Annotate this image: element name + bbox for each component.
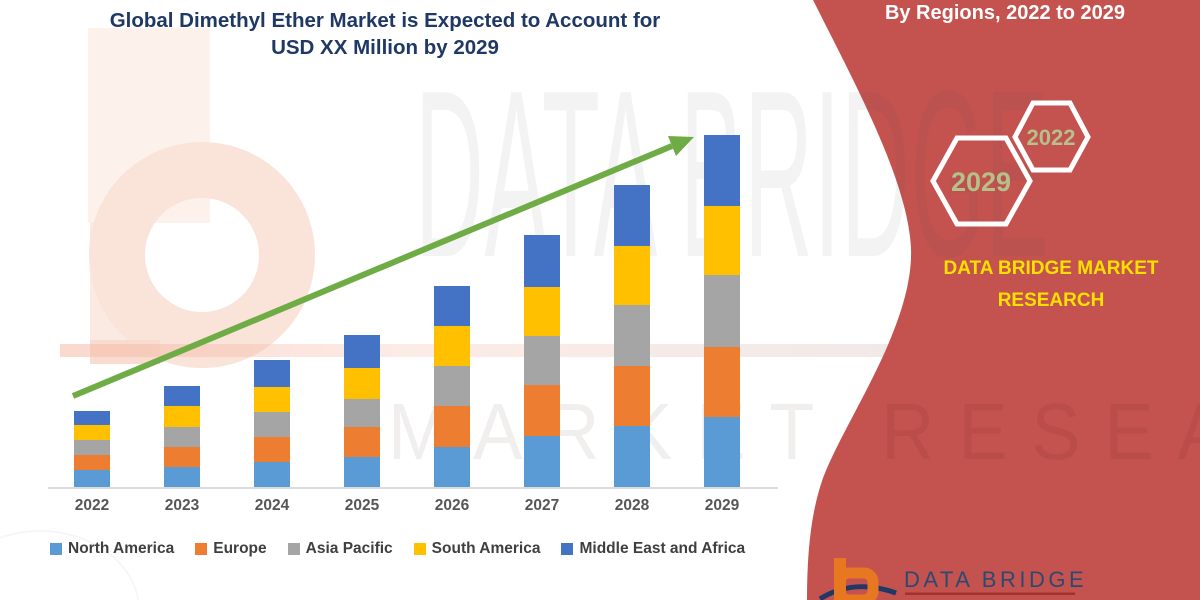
footer-logo-b-icon	[818, 558, 897, 600]
bar-segment-2029-north-america	[704, 417, 740, 487]
bar-2022	[74, 411, 110, 487]
footer-logo-name: DATA BRIDGE	[904, 567, 1087, 592]
bar-segment-2022-asia-pacific	[74, 440, 110, 455]
bar-segment-2029-europe	[704, 347, 740, 417]
bar-segment-2027-south-america	[524, 287, 560, 336]
category-label-2027: 2027	[524, 497, 560, 514]
chart-plot-area: 2022 2023 2024 2025 2026 2027 2028 2029	[74, 135, 740, 514]
category-label-2026: 2026	[434, 497, 470, 514]
legend-label: Europe	[213, 540, 267, 557]
hexagon-2029-label: 2029	[951, 167, 1011, 197]
legend-label: South America	[431, 540, 541, 557]
bar-2024	[254, 360, 290, 487]
bar-segment-2022-south-america	[74, 425, 110, 440]
x-axis-baseline	[48, 487, 778, 489]
legend-item-asia-pacific: Asia Pacific	[287, 540, 393, 558]
bar-segment-2028-north-america	[614, 426, 650, 487]
hexagon-2029	[930, 135, 1033, 227]
bar-segment-2023-middle-east-and-africa	[164, 386, 200, 406]
chart-title-line2: USD XX Million by 2029	[271, 36, 499, 59]
bar-2025	[344, 335, 380, 487]
legend-swatch	[561, 543, 574, 555]
legend-item-north-america: North America	[50, 540, 174, 558]
bar-segment-2023-europe	[164, 447, 200, 467]
bar-segment-2026-asia-pacific	[434, 366, 470, 406]
chart-title-line1: Global Dimethyl Ether Market is Expected…	[109, 9, 661, 32]
bar-segment-2029-south-america	[704, 206, 740, 275]
brand-text-line1: DATA BRIDGE MARKET	[943, 258, 1159, 279]
bar-segment-2028-south-america	[614, 246, 650, 305]
footer-logo-rule	[905, 592, 1075, 595]
bar-segment-2025-south-america	[344, 368, 380, 399]
legend-item-south-america: South America	[413, 540, 541, 558]
legend-label: North America	[68, 540, 175, 557]
bar-segment-2024-asia-pacific	[254, 412, 290, 437]
bar-segment-2026-middle-east-and-africa	[434, 286, 470, 326]
bar-segment-2026-europe	[434, 406, 470, 447]
hexagon-2022-label: 2022	[1027, 125, 1076, 150]
bar-segment-2026-north-america	[434, 447, 470, 487]
brand-text-line2: RESEARCH	[997, 290, 1105, 311]
legend-label: Asia Pacific	[305, 540, 393, 557]
chart-legend: North America Europe Asia Pacific South Ame…	[50, 540, 745, 558]
bar-segment-2023-asia-pacific	[164, 427, 200, 447]
bar-segment-2025-north-america	[344, 457, 380, 487]
category-label-2022: 2022	[74, 497, 110, 514]
legend-item-middle-east-and-africa: Middle East and Africa	[561, 540, 745, 558]
bar-segment-2022-middle-east-and-africa	[74, 411, 110, 425]
bar-segment-2025-asia-pacific	[344, 399, 380, 427]
bar-segment-2022-europe	[74, 455, 110, 470]
category-label-2024: 2024	[254, 497, 290, 514]
bar-segment-2029-middle-east-and-africa	[704, 135, 740, 206]
bar-segment-2023-north-america	[164, 467, 200, 487]
bar-2028	[614, 185, 650, 487]
hexagon-2022	[1012, 100, 1091, 173]
bar-segment-2023-south-america	[164, 406, 200, 427]
legend-item-europe: Europe	[195, 540, 267, 558]
year-hexagons: 2029 2022	[930, 100, 1091, 227]
bar-segment-2024-north-america	[254, 462, 290, 487]
legend-swatch	[287, 543, 300, 555]
category-label-2028: 2028	[614, 497, 650, 514]
bar-segment-2024-middle-east-and-africa	[254, 360, 290, 387]
category-label-2025: 2025	[344, 497, 380, 514]
bar-2029	[704, 135, 740, 487]
chart-title: Global Dimethyl Ether Market is Expected…	[30, 7, 740, 61]
bar-segment-2025-europe	[344, 427, 380, 457]
panel-heading: By Regions, 2022 to 2029	[884, 2, 1126, 24]
bar-segment-2025-middle-east-and-africa	[344, 335, 380, 368]
legend-swatch	[50, 543, 62, 555]
legend-label: Middle East and Africa	[579, 540, 746, 557]
bar-segment-2027-middle-east-and-africa	[524, 235, 560, 287]
bar-2026	[434, 286, 470, 487]
footer-logo-sub: MARKET RESEARCH	[906, 598, 1108, 600]
footer-logo: DATA BRIDGE MARKET RESEARCH	[818, 558, 1108, 600]
bar-segment-2022-north-america	[74, 470, 110, 487]
bar-segment-2027-europe	[524, 385, 560, 436]
bar-segment-2026-south-america	[434, 326, 470, 366]
bar-2023	[164, 386, 200, 487]
category-label-2023: 2023	[164, 497, 200, 514]
bar-segment-2028-middle-east-and-africa	[614, 185, 650, 246]
bar-2027	[524, 235, 560, 487]
bar-segment-2024-europe	[254, 437, 290, 462]
brand-text: DATA BRIDGE MARKET RESEARCH	[920, 253, 1182, 317]
bar-segment-2028-europe	[614, 366, 650, 426]
bar-segment-2028-asia-pacific	[614, 305, 650, 366]
category-label-2029: 2029	[704, 497, 740, 514]
bar-segment-2027-north-america	[524, 436, 560, 487]
legend-swatch	[413, 543, 426, 555]
bar-segment-2029-asia-pacific	[704, 275, 740, 347]
bar-segment-2024-south-america	[254, 387, 290, 412]
bar-segment-2027-asia-pacific	[524, 336, 560, 385]
legend-swatch	[195, 543, 208, 555]
